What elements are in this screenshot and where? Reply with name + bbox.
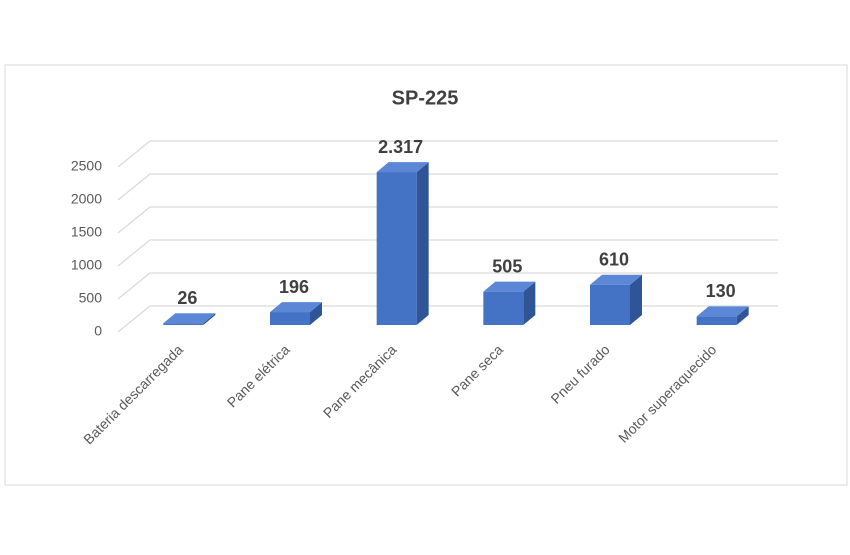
bar-top [163,313,216,324]
bar-side [736,306,749,325]
y-tick-label: 500 [79,290,103,306]
bar [590,284,630,325]
grid-line [117,305,778,333]
y-tick-label: 0 [94,323,102,339]
bar-top [590,274,642,285]
grid-line [117,206,778,234]
bar-side [203,313,216,325]
y-tick-label: 1500 [71,224,102,240]
grid-line [117,173,778,201]
bar [163,323,204,325]
bar-top [483,281,536,292]
value-label: 2.317 [378,137,423,157]
chart-title: SP-225 [392,87,459,109]
grid-line [117,272,778,300]
value-label: 505 [492,256,522,276]
bar-side [630,274,642,325]
bar [270,312,310,325]
value-label: 26 [177,288,197,308]
y-tick-label: 2500 [71,158,102,174]
bar-top [696,306,749,317]
value-label: 610 [599,249,629,269]
value-label: 130 [706,281,736,301]
bar-side [523,281,536,325]
y-tick-label: 1000 [71,257,102,273]
bar-side [310,302,322,325]
bar-top [270,302,322,313]
bar-side [416,162,429,325]
y-tick-label: 2000 [71,191,102,207]
bar [483,291,524,325]
grid-line [117,140,778,168]
bar-top [376,162,429,173]
bar [376,172,417,325]
grid-line [117,239,778,267]
bar [696,316,737,325]
value-label: 196 [279,277,309,297]
